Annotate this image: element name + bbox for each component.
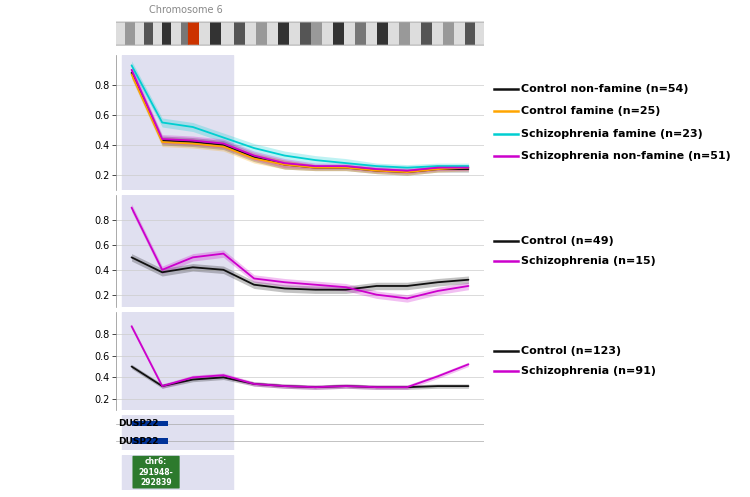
Text: Control (n=49): Control (n=49)	[521, 236, 614, 246]
Text: Methylation
Chinese famine
schizophrenia: Methylation Chinese famine schizophrenia	[41, 87, 71, 158]
Bar	[122, 55, 232, 190]
Bar	[181, 22, 188, 45]
Text: Control non-famine (n=54): Control non-famine (n=54)	[521, 84, 688, 94]
Bar	[366, 22, 377, 45]
Text: Schizophrenia (n=91): Schizophrenia (n=91)	[521, 366, 656, 376]
Bar	[122, 415, 232, 450]
Bar	[125, 22, 135, 45]
Bar	[144, 22, 153, 45]
Bar	[422, 22, 432, 45]
Bar	[199, 22, 210, 45]
Polygon shape	[188, 22, 199, 45]
Text: Methylation
brain schizophrenia: Methylation brain schizophrenia	[46, 317, 66, 406]
Bar	[311, 22, 322, 45]
Bar	[122, 312, 232, 410]
Text: Schizophrenia (n=15): Schizophrenia (n=15)	[521, 256, 656, 266]
Text: CpG
Islands: CpG Islands	[46, 456, 66, 488]
Bar	[454, 22, 465, 45]
Bar	[322, 22, 333, 45]
Bar	[210, 22, 221, 45]
Text: Control (n=123): Control (n=123)	[521, 346, 621, 356]
Bar	[289, 22, 300, 45]
Bar	[267, 22, 278, 45]
Bar	[153, 22, 162, 45]
Bar	[162, 22, 171, 45]
Bar	[256, 22, 267, 45]
Bar	[465, 22, 475, 45]
Bar	[432, 22, 443, 45]
Bar	[221, 22, 234, 45]
Bar	[443, 22, 454, 45]
Bar	[122, 455, 232, 490]
Text: Schizophrenia non-famine (n=51): Schizophrenia non-famine (n=51)	[521, 151, 731, 161]
Bar	[410, 22, 422, 45]
Bar	[131, 421, 168, 426]
FancyBboxPatch shape	[133, 456, 180, 489]
Bar	[116, 22, 125, 45]
Bar	[131, 438, 168, 444]
Bar	[234, 22, 244, 45]
Text: UCSC: UCSC	[51, 419, 62, 446]
Bar	[188, 22, 199, 45]
Bar	[388, 22, 399, 45]
Bar	[244, 22, 256, 45]
Text: chr6:
291948-
292839: chr6: 291948- 292839	[139, 457, 173, 487]
Bar	[122, 195, 232, 307]
Text: DUSP22: DUSP22	[118, 419, 158, 428]
Bar	[475, 22, 484, 45]
Text: Control famine (n=25): Control famine (n=25)	[521, 106, 661, 116]
Text: Chromosome 6: Chromosome 6	[149, 5, 223, 15]
Bar	[399, 22, 410, 45]
Text: Methylation
blood schizophrenia: Methylation blood schizophrenia	[46, 206, 66, 297]
Bar	[278, 22, 289, 45]
Text: Schizophrenia famine (n=23): Schizophrenia famine (n=23)	[521, 129, 703, 139]
Bar	[377, 22, 388, 45]
Bar	[356, 22, 366, 45]
Bar	[333, 22, 344, 45]
Bar	[135, 22, 144, 45]
Text: DUSP22: DUSP22	[118, 436, 158, 446]
Bar	[344, 22, 355, 45]
Bar	[171, 22, 181, 45]
Bar	[300, 22, 311, 45]
Polygon shape	[188, 22, 199, 45]
